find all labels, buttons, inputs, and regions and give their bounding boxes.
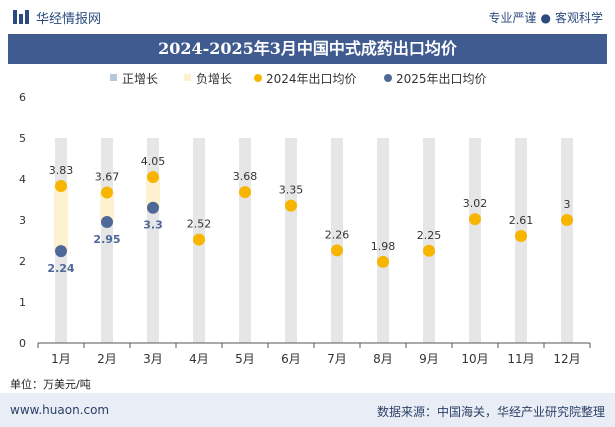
data-label-2024: 3.02 (463, 197, 488, 210)
point-2024 (423, 244, 435, 257)
legend-label-3: 2025年出口均价 (396, 72, 487, 86)
data-label-2024: 1.98 (371, 240, 396, 253)
data-label-2025: 3.3 (143, 219, 163, 232)
x-tick-label: 2月 (97, 352, 117, 366)
data-label-2024: 3.68 (233, 170, 258, 183)
legend-label-0: 正增长 (122, 72, 158, 86)
legend-marker-2 (254, 74, 262, 82)
y-tick-label: 1 (19, 296, 26, 309)
point-2024 (377, 255, 389, 268)
point-2025 (147, 201, 159, 214)
legend-swatch-0 (110, 74, 117, 81)
x-tick-label: 4月 (189, 352, 209, 366)
x-tick-label: 12月 (553, 352, 580, 366)
unit-label: 单位：万美元/吨 (10, 378, 91, 391)
x-tick-label: 7月 (327, 352, 347, 366)
point-2024 (285, 199, 297, 212)
point-2024 (147, 170, 159, 183)
legend-label-1: 负增长 (196, 72, 232, 86)
point-2024 (101, 186, 113, 199)
tagline-right: 客观科学 (554, 11, 603, 25)
x-tick-label: 1月 (51, 352, 71, 366)
growth-bar (100, 192, 114, 223)
x-tick-label: 11月 (507, 352, 534, 366)
point-2024 (193, 233, 205, 246)
y-tick-label: 6 (19, 91, 26, 104)
legend-swatch-1 (184, 74, 191, 81)
background-bar (147, 138, 159, 343)
y-tick-label: 3 (19, 214, 26, 227)
legend-label-2: 2024年出口均价 (266, 72, 357, 86)
background-bar (423, 138, 435, 343)
data-label-2024: 3 (564, 198, 571, 211)
point-2024 (515, 229, 527, 242)
data-label-2024: 2.25 (417, 229, 442, 242)
data-label-2025: 2.24 (47, 262, 74, 275)
data-label-2024: 4.05 (141, 155, 166, 168)
growth-bar (54, 185, 68, 252)
data-label-2024: 3.67 (95, 171, 120, 184)
x-tick-label: 3月 (143, 352, 163, 366)
background-bar (285, 138, 297, 343)
brand-logo-icon (13, 10, 29, 24)
tagline-dot: ● (540, 11, 551, 25)
chart-title: 2024-2025年3月中国中式成药出口均价 (8, 34, 607, 64)
background-bar (377, 138, 389, 343)
point-2024 (561, 214, 573, 226)
data-label-2024: 2.52 (187, 218, 212, 231)
data-label-2024: 3.35 (279, 184, 304, 197)
growth-bar (146, 176, 160, 208)
tagline-left: 专业严谨 (488, 11, 537, 25)
x-tick-label: 9月 (419, 352, 439, 366)
data-label-2024: 2.61 (509, 214, 534, 227)
background-bar (469, 138, 481, 343)
y-tick-label: 2 (19, 255, 26, 268)
background-bar (331, 138, 343, 343)
data-source: 数据来源：中国海关，华经产业研究院整理 (376, 405, 605, 419)
point-2024 (239, 186, 251, 199)
y-tick-label: 0 (19, 337, 26, 350)
data-label-2024: 3.83 (49, 164, 74, 177)
y-tick-label: 4 (19, 173, 26, 186)
x-tick-label: 6月 (281, 352, 301, 366)
footer-bar: www.huaon.com 数据来源：中国海关，华经产业研究院整理 (0, 393, 615, 427)
point-2024 (469, 213, 481, 226)
point-2025 (101, 216, 113, 229)
y-tick-label: 5 (19, 132, 26, 145)
background-bar (561, 138, 573, 343)
background-bar (239, 138, 251, 343)
x-tick-label: 8月 (373, 352, 393, 366)
top-bar: 华经情报网 专业严谨 ● 客观科学 (0, 0, 615, 34)
x-tick-label: 5月 (235, 352, 255, 366)
x-tick-label: 10月 (461, 352, 488, 366)
point-2024 (331, 244, 343, 257)
data-label-2024: 2.26 (325, 228, 350, 241)
tagline: 专业严谨 ● 客观科学 (488, 9, 603, 26)
point-2024 (55, 179, 67, 192)
chart-area: 正增长 负增长 2024年出口均价 2025年出口均价 0 1 2 3 4 5 6 1月 2月 3月 4月 5… (19, 72, 591, 366)
site-url: www.huaon.com (10, 403, 110, 417)
brand-name: 华经情报网 (36, 12, 102, 27)
legend-marker-3 (384, 74, 392, 82)
point-2025 (55, 245, 67, 258)
data-label-2025: 2.95 (93, 233, 120, 246)
